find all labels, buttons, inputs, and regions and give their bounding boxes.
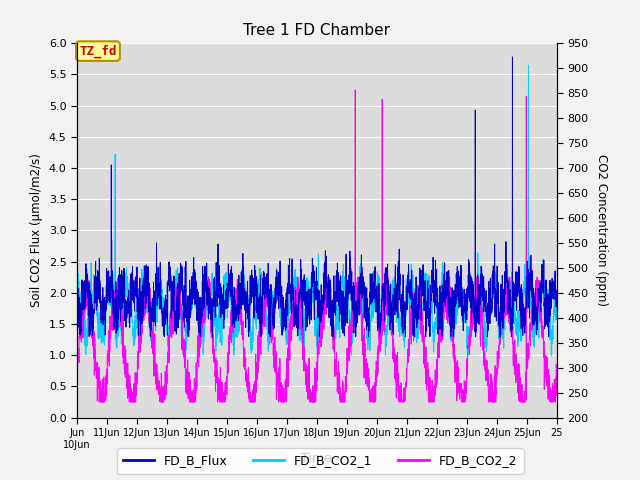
Y-axis label: Soil CO2 Flux (μmol/m2/s): Soil CO2 Flux (μmol/m2/s) xyxy=(30,154,43,307)
Title: Tree 1 FD Chamber: Tree 1 FD Chamber xyxy=(243,23,390,38)
Legend: FD_B_Flux, FD_B_CO2_1, FD_B_CO2_2: FD_B_Flux, FD_B_CO2_1, FD_B_CO2_2 xyxy=(116,448,524,474)
Y-axis label: CO2 Concentration (ppm): CO2 Concentration (ppm) xyxy=(595,155,608,306)
Text: TZ_fd: TZ_fd xyxy=(79,45,116,58)
X-axis label: Time: Time xyxy=(301,452,332,466)
